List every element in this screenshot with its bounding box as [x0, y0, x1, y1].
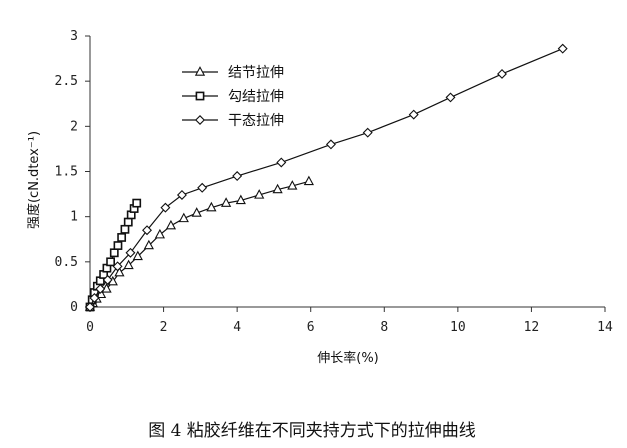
- axes: [89, 36, 605, 308]
- legend-label: 勾结拉伸: [228, 89, 284, 105]
- y-tick-label: 0: [70, 300, 78, 315]
- data-point: [95, 283, 106, 294]
- y-tick-label: 0.5: [55, 255, 78, 270]
- x-tick-label: 2: [160, 320, 168, 335]
- y-tick-label: 3: [70, 29, 78, 44]
- data-point: [557, 43, 568, 54]
- y-axis-label: 强度(cN.dtex⁻¹): [26, 131, 42, 229]
- data-point: [445, 92, 456, 103]
- x-tick-label: 4: [233, 320, 241, 335]
- data-point: [235, 194, 246, 205]
- data-point: [120, 224, 130, 234]
- data-point: [102, 274, 113, 285]
- data-point: [276, 157, 287, 168]
- data-point: [197, 182, 208, 193]
- legend-label: 干态拉伸: [228, 113, 284, 129]
- series-triangle: [84, 175, 314, 311]
- data-point: [132, 250, 143, 261]
- data-point: [95, 288, 107, 299]
- data-point: [497, 68, 507, 79]
- data-point: [254, 189, 265, 199]
- data-point: [176, 190, 187, 200]
- legend-item: 勾结拉伸: [182, 89, 284, 105]
- data-point: [220, 197, 232, 207]
- x-tick-label: 6: [307, 320, 315, 335]
- data-point: [165, 219, 177, 230]
- data-point: [123, 259, 134, 270]
- data-point: [178, 212, 189, 223]
- legend-item: 结节拉伸: [182, 65, 284, 81]
- y-tick-label: 1: [70, 210, 78, 225]
- data-point: [85, 302, 95, 312]
- data-point: [113, 241, 123, 250]
- series-diamond: [85, 43, 568, 312]
- legend-marker: [195, 115, 205, 125]
- data-point: [232, 171, 243, 181]
- x-tick-label: 8: [380, 320, 388, 335]
- x-tick-label: 12: [524, 320, 540, 335]
- data-point: [272, 183, 283, 194]
- y-tick-label: 2: [70, 119, 78, 134]
- data-point: [143, 239, 154, 250]
- data-point: [132, 198, 142, 208]
- legend-marker: [194, 66, 206, 76]
- x-tick-label: 10: [450, 320, 466, 335]
- x-ticks: 0 2 4 6 8 10 12 14: [86, 307, 613, 335]
- series-layer: [84, 43, 568, 312]
- x-tick-label: 0: [86, 320, 94, 335]
- legend-marker: [195, 91, 205, 101]
- data-point: [154, 228, 166, 239]
- figure-caption: 图 4 粘胶纤维在不同夹持方式下的拉伸曲线: [148, 421, 476, 441]
- data-point: [112, 261, 123, 272]
- data-point: [206, 201, 217, 212]
- data-point: [142, 225, 152, 236]
- data-point: [408, 109, 419, 120]
- y-tick-label: 2.5: [55, 74, 78, 89]
- data-point: [303, 175, 314, 186]
- series-line: [89, 180, 310, 308]
- data-point: [160, 202, 171, 213]
- series-line: [89, 48, 563, 308]
- legend-item: 干态拉伸: [182, 113, 284, 129]
- legend-label: 结节拉伸: [228, 65, 284, 81]
- data-point: [109, 248, 119, 258]
- x-tick-label: 14: [597, 320, 613, 335]
- data-point: [362, 127, 373, 138]
- y-tick-label: 1.5: [55, 165, 78, 180]
- data-point: [125, 247, 136, 258]
- data-point: [325, 139, 336, 150]
- data-point: [123, 217, 133, 227]
- data-point: [287, 180, 298, 190]
- y-ticks: 0 0.5 1 1.5 2 2.5 3: [55, 29, 90, 315]
- data-point: [191, 207, 202, 217]
- x-axis-label: 伸长率(%): [317, 350, 379, 366]
- data-point: [106, 257, 115, 267]
- data-point: [89, 292, 100, 303]
- data-point: [117, 233, 127, 242]
- data-point: [114, 266, 125, 277]
